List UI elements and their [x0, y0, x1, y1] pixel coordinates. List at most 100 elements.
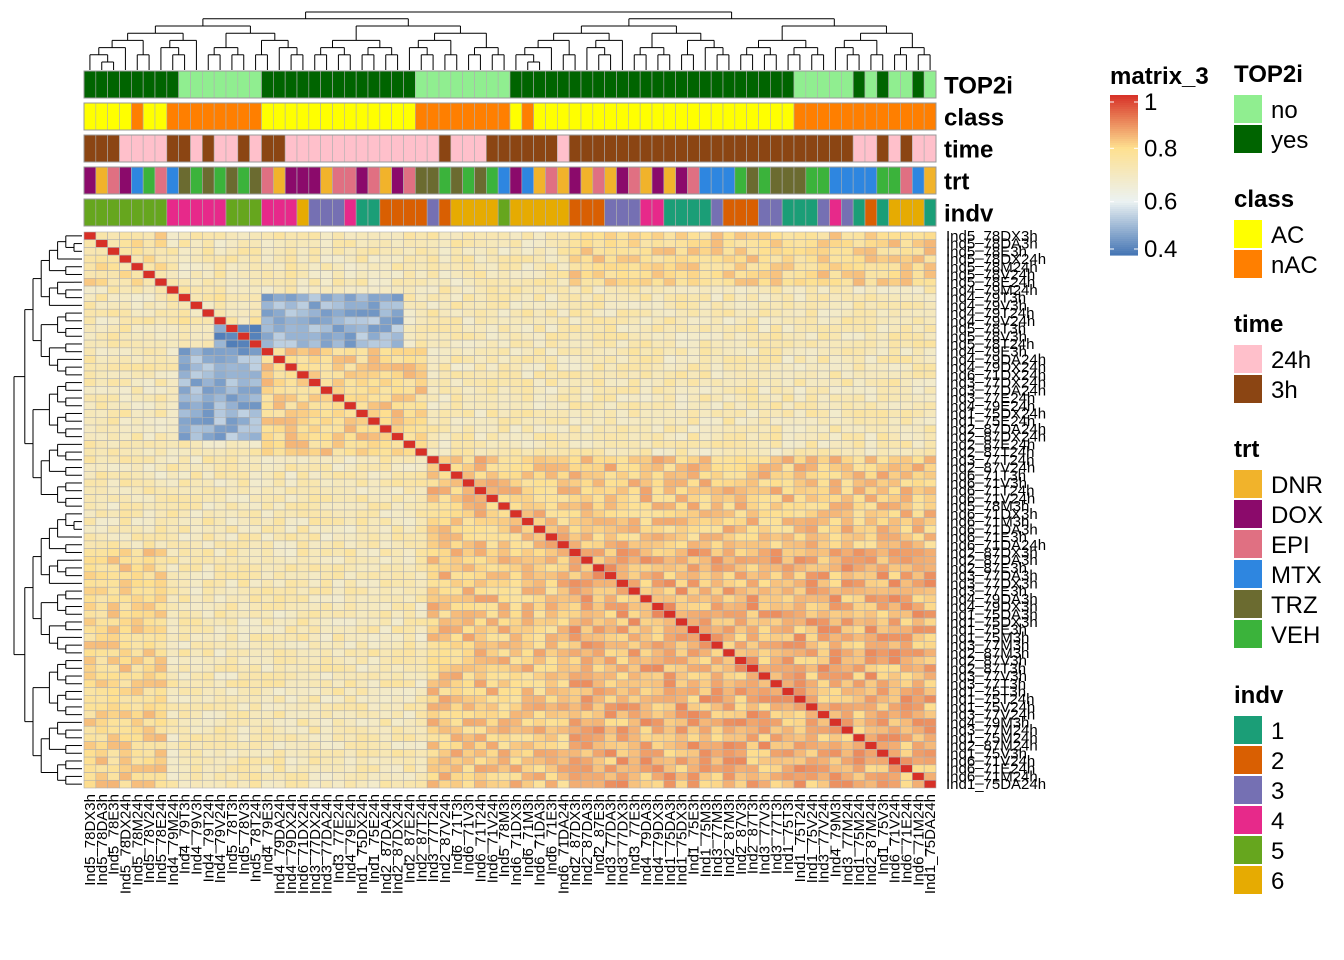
- heatmap-cell: [817, 440, 830, 449]
- heatmap-cell: [284, 424, 298, 434]
- heatmap-cell: [651, 270, 665, 279]
- heatmap-cell: [261, 362, 274, 372]
- heatmap-cell: [178, 563, 191, 573]
- heatmap-cell: [817, 617, 830, 627]
- heatmap-cell: [521, 540, 534, 549]
- heatmap-cell: [639, 324, 653, 333]
- heatmap-cell: [639, 285, 653, 295]
- heatmap-cell: [95, 239, 108, 248]
- heatmap-cell: [462, 548, 475, 557]
- heatmap-cell: [83, 640, 97, 650]
- heatmap-cell: [296, 301, 310, 310]
- heatmap-cell: [296, 625, 310, 634]
- heatmap-cell: [249, 532, 262, 542]
- heatmap-cell: [568, 362, 582, 372]
- heatmap-cell: [616, 494, 629, 503]
- heatmap-cell: [568, 401, 582, 410]
- heatmap-cell: [332, 285, 345, 295]
- heatmap-cell: [284, 556, 298, 565]
- heatmap-cell: [793, 347, 807, 356]
- heatmap-cell: [568, 355, 582, 364]
- heatmap-cell: [864, 339, 878, 349]
- heatmap-cell: [616, 347, 629, 356]
- heatmap-cell: [746, 556, 759, 565]
- heatmap-cell: [462, 525, 475, 534]
- heatmap-cell: [663, 548, 676, 557]
- heatmap-cell: [592, 517, 605, 526]
- heatmap-cell: [912, 455, 925, 464]
- heatmap-cell: [568, 417, 582, 426]
- heatmap-cell: [379, 532, 392, 542]
- heatmap-cell: [273, 579, 286, 588]
- heatmap-cell: [533, 424, 546, 434]
- heatmap-cell: [474, 563, 487, 573]
- heatmap-cell: [841, 633, 854, 642]
- heatmap-cell: [568, 617, 582, 627]
- heatmap-cell: [415, 617, 428, 627]
- heatmap-cell: [107, 617, 120, 627]
- heatmap-cell: [154, 231, 168, 241]
- heatmap-cell: [284, 571, 298, 580]
- heatmap-cell: [190, 478, 203, 488]
- heatmap-cell: [876, 324, 889, 333]
- heatmap-cell: [805, 332, 818, 341]
- heatmap-cell: [355, 548, 369, 557]
- heatmap-cell: [95, 509, 108, 519]
- heatmap-cell: [415, 563, 428, 573]
- heatmap-cell: [355, 393, 369, 403]
- annotation-cell: [166, 166, 179, 195]
- heatmap-cell: [284, 617, 298, 627]
- annotation-cell: [462, 70, 475, 99]
- heatmap-cell: [225, 417, 239, 426]
- heatmap-cell: [805, 447, 818, 457]
- heatmap-cell: [119, 656, 132, 665]
- heatmap-cell: [628, 455, 641, 464]
- heatmap-cell: [320, 254, 333, 264]
- heatmap-cell: [142, 432, 156, 441]
- heatmap-cell: [841, 625, 854, 634]
- heatmap-cell: [521, 447, 534, 457]
- heatmap-cell: [628, 393, 641, 403]
- heatmap-cell: [83, 648, 97, 658]
- heatmap-cell: [190, 602, 203, 611]
- heatmap-cell: [249, 285, 262, 295]
- heatmap-cell: [557, 347, 570, 356]
- heatmap-cell: [308, 610, 321, 619]
- heatmap-cell: [308, 556, 321, 565]
- heatmap-cell: [355, 494, 369, 503]
- heatmap-cell: [568, 633, 582, 642]
- heatmap-cell: [628, 625, 641, 634]
- annotation-cell: [284, 134, 298, 163]
- heatmap-cell: [261, 378, 274, 387]
- heatmap-cell: [509, 548, 523, 557]
- heatmap-cell: [426, 509, 440, 519]
- heatmap-cell: [852, 308, 866, 318]
- heatmap-cell: [841, 247, 854, 256]
- heatmap-cell: [237, 285, 250, 295]
- annotation-cell: [261, 166, 274, 195]
- annotation-cell: [166, 70, 179, 99]
- heatmap-cell: [391, 231, 404, 241]
- heatmap-cell: [568, 579, 582, 588]
- heatmap-cell: [557, 556, 570, 565]
- heatmap-cell: [95, 339, 108, 349]
- heatmap-cell: [781, 540, 795, 549]
- heatmap-cell: [923, 440, 937, 449]
- heatmap-cell: [166, 254, 179, 264]
- heatmap-cell: [817, 455, 830, 464]
- heatmap-cell: [83, 509, 97, 519]
- heatmap-cell: [202, 293, 215, 302]
- annotation-track-frame: [83, 134, 937, 163]
- heatmap-cell: [746, 625, 759, 634]
- heatmap-cell: [841, 602, 854, 611]
- heatmap-cell: [344, 332, 357, 341]
- heatmap-cell: [166, 417, 179, 426]
- heatmap-cell: [474, 625, 487, 634]
- heatmap-cell: [497, 563, 511, 573]
- heatmap-cell: [722, 571, 736, 580]
- heatmap-cell: [426, 556, 440, 565]
- heatmap-cell: [83, 633, 97, 642]
- heatmap-cell: [355, 262, 369, 271]
- heatmap-cell: [486, 355, 499, 364]
- heatmap-cell: [142, 316, 156, 325]
